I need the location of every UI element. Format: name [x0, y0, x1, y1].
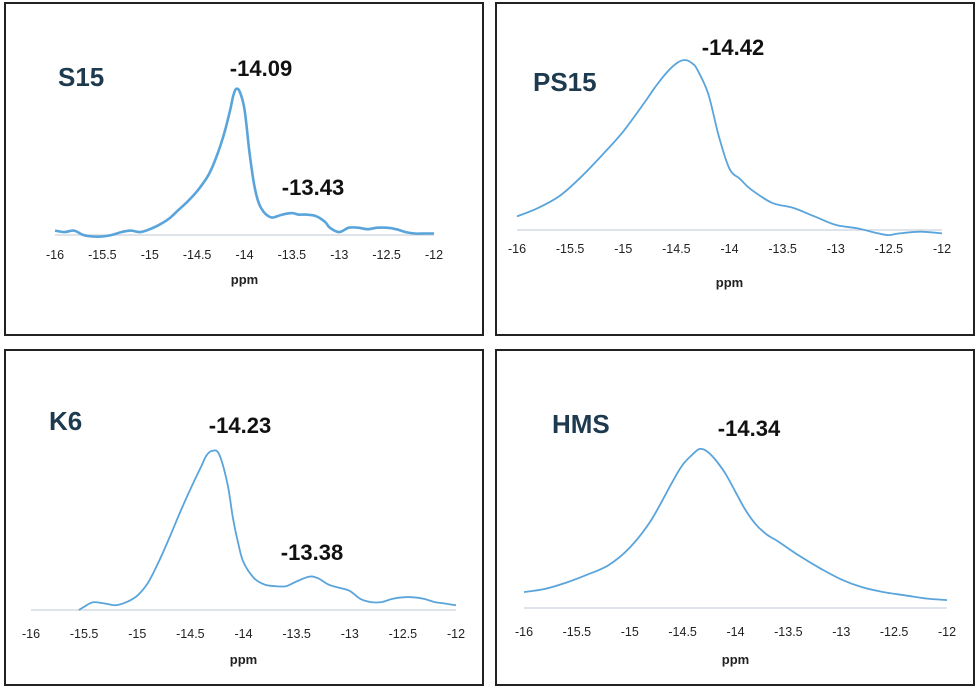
spectrum-line — [516, 59, 943, 237]
x-tick-label: -15.5 — [556, 242, 585, 256]
sample-label: S15 — [58, 62, 104, 92]
x-tick-label: -14.5 — [183, 248, 212, 262]
x-tick-label: -13.5 — [774, 625, 803, 639]
x-tick-label: -12.5 — [389, 627, 418, 641]
x-tick-label: -16 — [46, 248, 64, 262]
x-tick-label: -12.5 — [875, 242, 904, 256]
sample-label: PS15 — [533, 67, 597, 97]
x-tick-label: -16 — [22, 627, 40, 641]
sample-label: HMS — [552, 409, 610, 439]
x-tick-label: -15 — [621, 625, 639, 639]
spectrum-line — [78, 449, 457, 611]
x-axis-label: ppm — [716, 275, 743, 290]
x-tick-label: -14 — [720, 242, 738, 256]
panel-k6: -16 -15.5 -15 -14.5 -14 -13.5 -13 -12.5 -12 ppm K6… — [4, 349, 484, 686]
x-tick-label: -14.5 — [662, 242, 691, 256]
x-tick-label: -15.5 — [563, 625, 592, 639]
peak-annotation: -13.38 — [281, 540, 343, 565]
x-tick-label: -13.5 — [278, 248, 307, 262]
x-tick-label: -16 — [515, 625, 533, 639]
x-tick-label: -12 — [425, 248, 443, 262]
x-tick-label: -12 — [938, 625, 956, 639]
peak-annotation: -14.23 — [209, 413, 271, 438]
x-tick-label: -14 — [234, 627, 252, 641]
x-tick-label: -13.5 — [768, 242, 797, 256]
x-tick-label: -15 — [128, 627, 146, 641]
x-axis-label: ppm — [722, 652, 749, 667]
x-tick-label: -13 — [341, 627, 359, 641]
x-tick-label: -13.5 — [282, 627, 311, 641]
x-tick-label: -14 — [726, 625, 744, 639]
peak-annotation: -14.34 — [718, 416, 781, 441]
x-axis-label: ppm — [231, 272, 258, 287]
chart-svg: -16 -15.5 -15 -14.5 -14 -13.5 -13 -12.5 -12 ppm PS… — [508, 35, 951, 290]
chart-svg: -16 -15.5 -15 -14.5 -14 -13.5 -13 -12.5 -12 ppm K6… — [22, 406, 465, 667]
x-tick-label: -16 — [508, 242, 526, 256]
x-tick-label: -12 — [933, 242, 951, 256]
peak-annotation: -14.09 — [230, 56, 292, 81]
chart-svg: -16 -15.5 -15 -14.5 -14 -13.5 -13 -12.5 -12 ppm S1… — [46, 56, 443, 287]
x-tick-label: -12.5 — [372, 248, 401, 262]
panel-ps15: -16 -15.5 -15 -14.5 -14 -13.5 -13 -12.5 -12 ppm PS… — [495, 2, 975, 336]
x-axis-label: ppm — [230, 652, 257, 667]
chart-svg: -16 -15.5 -15 -14.5 -14 -13.5 -13 -12.5 -12 ppm HM… — [515, 409, 956, 667]
panel-hms: -16 -15.5 -15 -14.5 -14 -13.5 -13 -12.5 -12 ppm HM… — [495, 349, 975, 686]
panel-s15: -16 -15.5 -15 -14.5 -14 -13.5 -13 -12.5 -12 ppm S1… — [4, 2, 484, 336]
x-tick-label: -12 — [447, 627, 465, 641]
x-tick-label: -15 — [614, 242, 632, 256]
x-tick-label: -13 — [832, 625, 850, 639]
peak-annotation: -14.42 — [702, 35, 764, 60]
x-tick-label: -15.5 — [88, 248, 117, 262]
x-tick-label: -14.5 — [176, 627, 205, 641]
sample-label: K6 — [49, 406, 82, 436]
x-tick-label: -13 — [330, 248, 348, 262]
x-tick-label: -12.5 — [880, 625, 909, 639]
x-tick-label: -14.5 — [668, 625, 697, 639]
x-tick-label: -15 — [141, 248, 159, 262]
x-tick-label: -14 — [235, 248, 253, 262]
spectrum-line — [54, 87, 434, 238]
spectrum-line — [523, 447, 948, 601]
x-tick-label: -15.5 — [70, 627, 99, 641]
peak-annotation: -13.43 — [282, 175, 344, 200]
x-tick-label: -13 — [827, 242, 845, 256]
